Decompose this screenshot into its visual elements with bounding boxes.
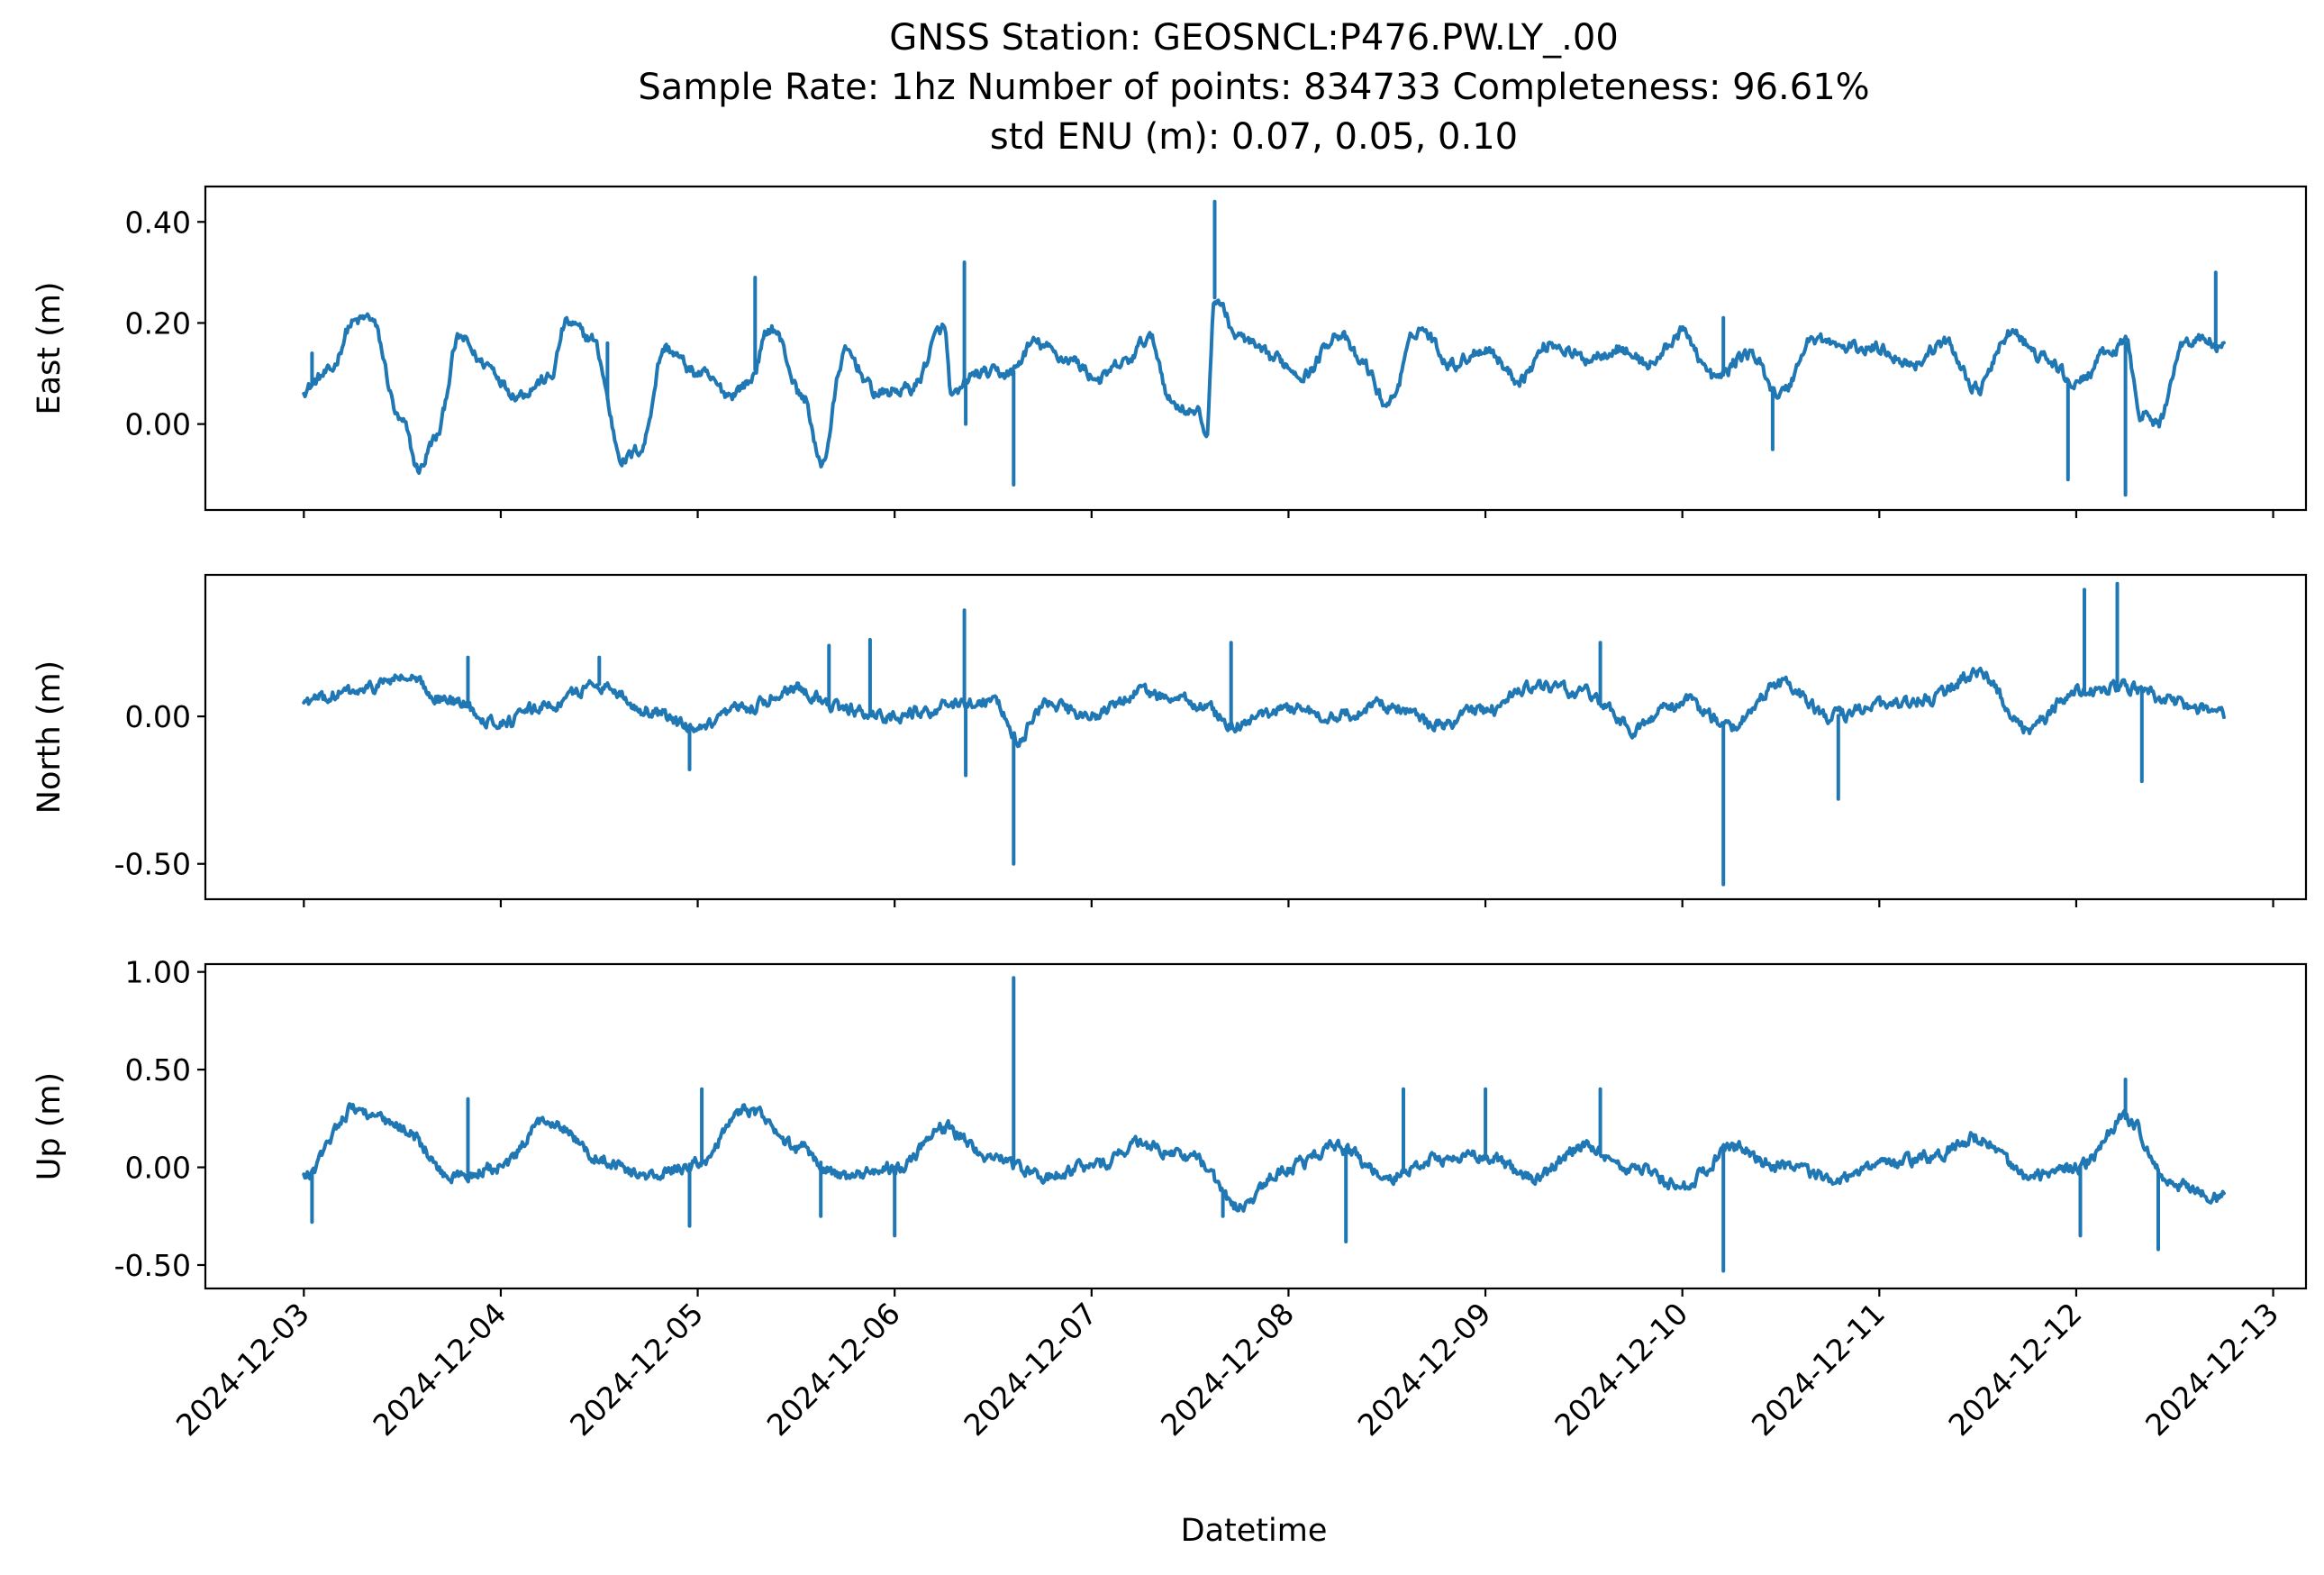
title-line-1: GNSS Station: GEOSNCL:P476.PW.LY_.00	[889, 17, 1619, 59]
series-line	[302, 298, 2226, 475]
panel-north: 0.00 -0.50 North (m)	[32, 573, 2308, 907]
y-axis-label: Up (m)	[32, 1072, 68, 1180]
y-tick-label: -0.50	[114, 847, 191, 882]
title-line-3: std ENU (m): 0.07, 0.05, 0.10	[990, 116, 1518, 158]
series-line	[302, 666, 2226, 749]
axes-frame	[204, 185, 2308, 512]
y-tick-label: 0.00	[125, 1151, 191, 1186]
y-tick-label: 0.50	[125, 1052, 191, 1088]
series-line	[302, 1102, 2226, 1213]
y-axis-label: East (m)	[32, 281, 68, 414]
y-tick-label: -0.50	[114, 1248, 191, 1283]
axes-frame	[204, 573, 2308, 901]
y-axis-label: North (m)	[32, 660, 68, 814]
y-tick-label: 0.00	[125, 699, 191, 734]
y-tick-label: 0.00	[125, 407, 191, 442]
title-line-2: Sample Rate: 1hz Number of points: 83473…	[638, 67, 1869, 108]
y-tick-label: 1.00	[125, 955, 191, 990]
y-tick-label: 0.20	[125, 305, 191, 341]
panel-east: 0.40 0.20 0.00 East (m)	[32, 185, 2308, 518]
y-tick-label: 0.40	[125, 205, 191, 240]
x-axis-label: Datetime	[1181, 1513, 1328, 1549]
axes-frame	[204, 962, 2308, 1290]
